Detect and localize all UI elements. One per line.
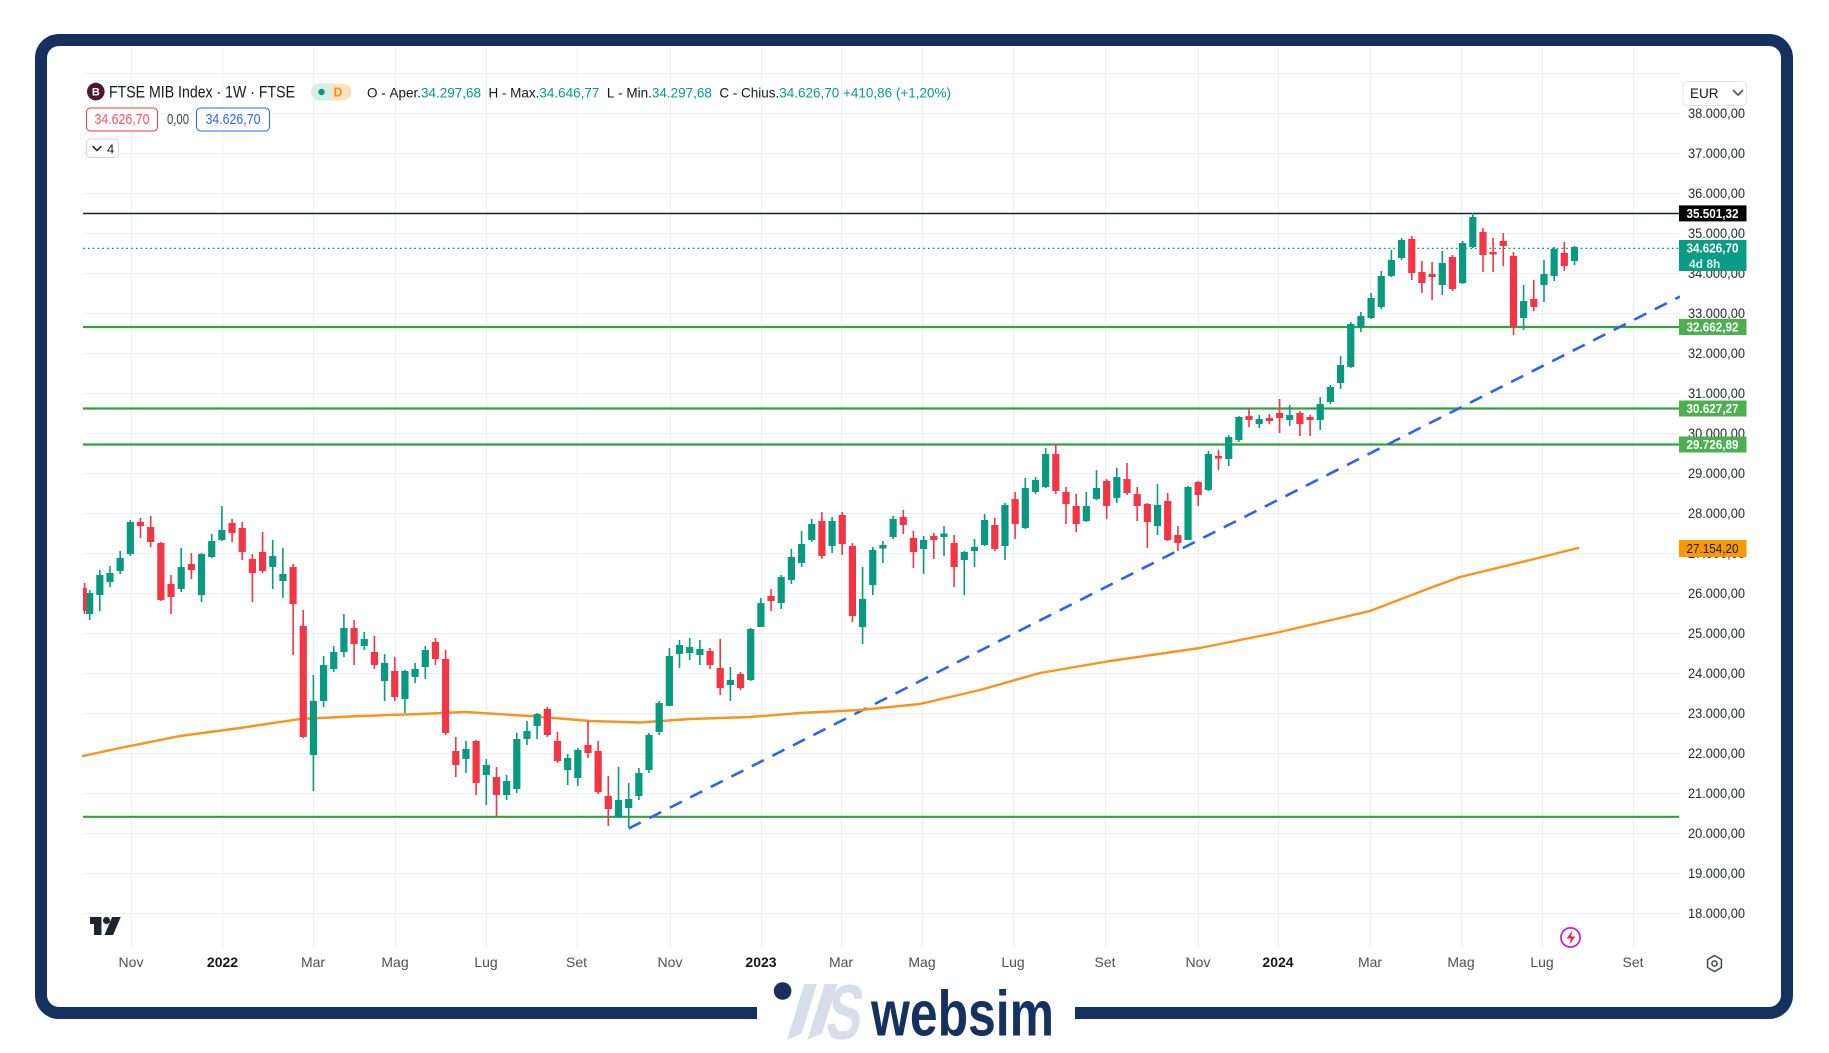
svg-text:D: D [333, 86, 342, 100]
svg-text:Mar: Mar [1358, 954, 1382, 970]
svg-text:4d 8h: 4d 8h [1689, 257, 1720, 271]
svg-text:Set: Set [1094, 954, 1115, 970]
svg-text:25.000,00: 25.000,00 [1688, 626, 1745, 641]
svg-text:29.000,00: 29.000,00 [1688, 466, 1745, 481]
svg-text:35.501,32: 35.501,32 [1687, 206, 1739, 221]
svg-text:21.000,00: 21.000,00 [1688, 786, 1745, 801]
svg-text:4: 4 [107, 142, 114, 157]
svg-text:28.000,00: 28.000,00 [1688, 506, 1745, 521]
svg-text:37.000,00: 37.000,00 [1688, 146, 1745, 161]
svg-text:22.000,00: 22.000,00 [1688, 746, 1745, 761]
svg-text:34.626,70: 34.626,70 [206, 111, 261, 128]
svg-text:32.000,00: 32.000,00 [1688, 346, 1745, 361]
svg-text:Mag: Mag [1447, 954, 1474, 970]
svg-text:O - Aper.34.297,68 H - Max.34: O - Aper.34.297,68 H - Max.34.646,77 L -… [367, 85, 951, 101]
svg-text:35.000,00: 35.000,00 [1688, 226, 1745, 241]
svg-text:Mar: Mar [829, 954, 853, 970]
svg-text:30.627,27: 30.627,27 [1687, 401, 1739, 416]
svg-text:33.000,00: 33.000,00 [1688, 306, 1745, 321]
svg-text:29.726,89: 29.726,89 [1687, 437, 1739, 452]
svg-text:Set: Set [566, 954, 587, 970]
svg-text:27.154,20: 27.154,20 [1687, 541, 1739, 556]
svg-text:31.000,00: 31.000,00 [1688, 386, 1745, 401]
svg-text:32.662,92: 32.662,92 [1687, 320, 1739, 335]
svg-text:23.000,00: 23.000,00 [1688, 706, 1745, 721]
svg-text:Mag: Mag [381, 954, 408, 970]
svg-text:0,00: 0,00 [167, 111, 189, 128]
svg-text:34.626,70: 34.626,70 [1687, 240, 1739, 255]
svg-text:20.000,00: 20.000,00 [1688, 826, 1745, 841]
svg-text:2022: 2022 [207, 954, 238, 970]
svg-text:18.000,00: 18.000,00 [1688, 906, 1745, 921]
svg-text:websim: websim [870, 979, 1054, 1050]
svg-text:Nov: Nov [658, 954, 683, 970]
svg-text:19.000,00: 19.000,00 [1688, 866, 1745, 881]
svg-text:Nov: Nov [119, 954, 144, 970]
svg-text:36.000,00: 36.000,00 [1688, 186, 1745, 201]
svg-text:EUR: EUR [1690, 86, 1719, 101]
svg-text:24.000,00: 24.000,00 [1688, 666, 1745, 681]
svg-text:Mar: Mar [301, 954, 325, 970]
svg-text:Lug: Lug [1001, 954, 1024, 970]
svg-text:Set: Set [1622, 954, 1643, 970]
svg-text:34.626,70: 34.626,70 [95, 111, 150, 128]
svg-text:Mag: Mag [908, 954, 935, 970]
svg-text:38.000,00: 38.000,00 [1688, 106, 1745, 121]
svg-text:Lug: Lug [474, 954, 497, 970]
svg-text:2024: 2024 [1262, 954, 1293, 970]
svg-text:B: B [92, 87, 100, 99]
svg-text:Nov: Nov [1186, 954, 1211, 970]
svg-text:2023: 2023 [745, 954, 776, 970]
svg-text:FTSE MIB Index · 1W · FTSE: FTSE MIB Index · 1W · FTSE [109, 84, 295, 102]
svg-text:26.000,00: 26.000,00 [1688, 586, 1745, 601]
svg-text:Lug: Lug [1530, 954, 1553, 970]
